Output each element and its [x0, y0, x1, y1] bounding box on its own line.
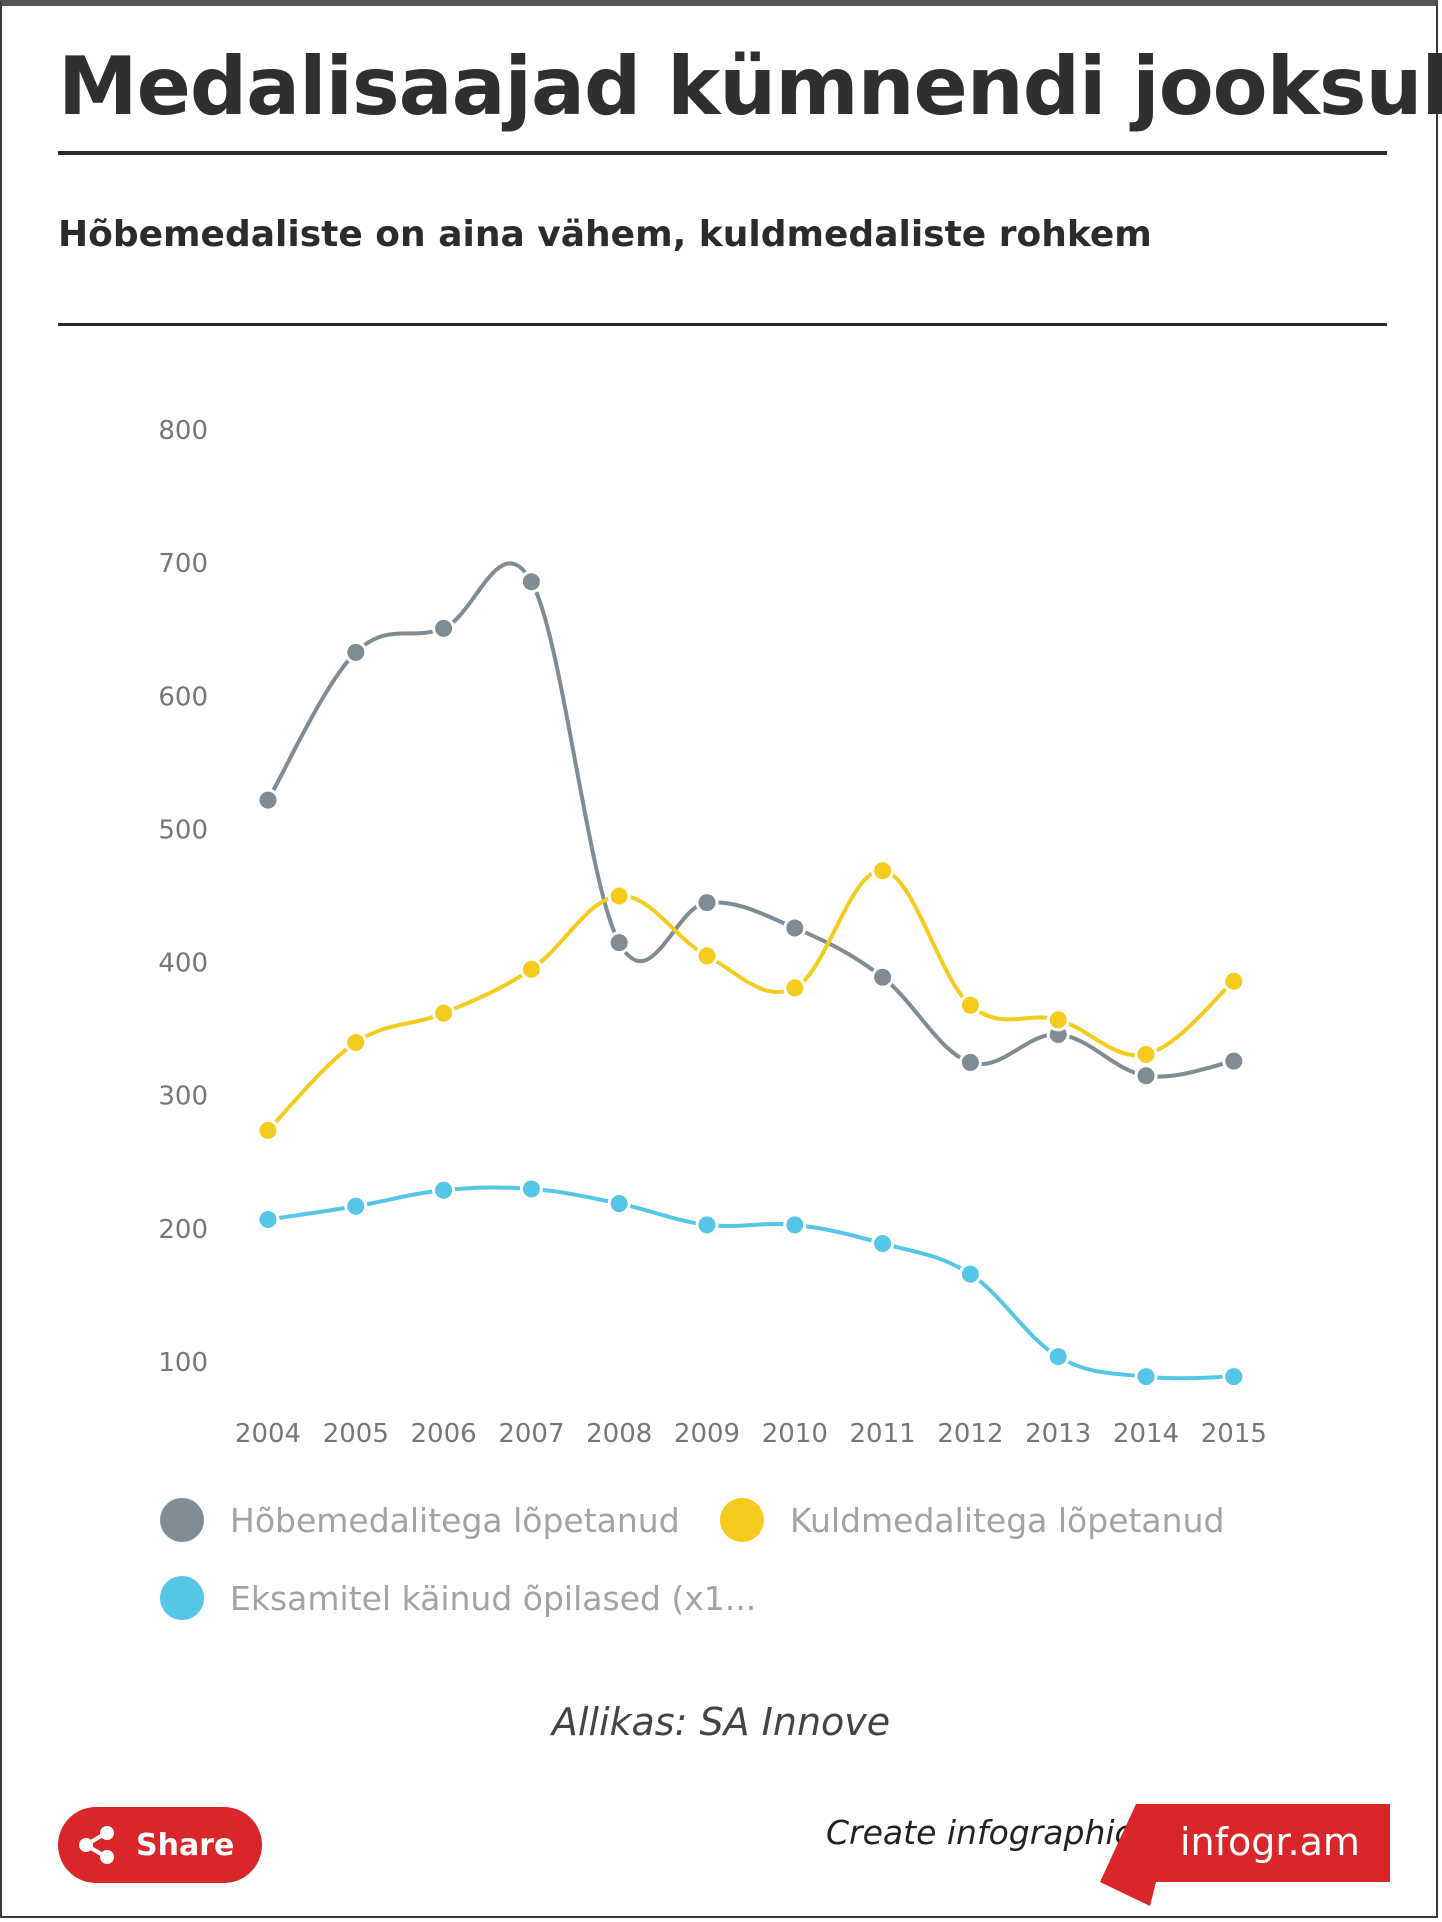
create-infographics-link[interactable]: Create infographics: [826, 1813, 1150, 1852]
data-point-gold[interactable]: [1134, 1042, 1158, 1066]
data-point-exam[interactable]: [958, 1262, 982, 1286]
chart-legend: Hõbemedalitega lõpetanud Kuldmedalitega …: [160, 1498, 1310, 1658]
share-button[interactable]: Share: [58, 1807, 262, 1883]
x-tick-label: 2014: [1113, 1419, 1179, 1449]
subtitle-divider: [58, 323, 1387, 326]
data-point-gold[interactable]: [344, 1030, 368, 1054]
x-axis: 2004 2005 2006 2007 2008 2009 2010 2011 2012 2013…: [235, 1419, 1267, 1449]
series-line-exam: [267, 1185, 1234, 1381]
data-point-exam[interactable]: [695, 1213, 719, 1237]
data-point-silver[interactable]: [1222, 1049, 1246, 1073]
source-note: Allikas: SA Innove: [551, 1700, 891, 1744]
x-tick-label: 2004: [235, 1419, 301, 1449]
data-point-gold[interactable]: [256, 1118, 280, 1142]
data-point-silver[interactable]: [1134, 1064, 1158, 1088]
x-tick-label: 2011: [850, 1419, 916, 1449]
legend-dot-gold: [720, 1498, 764, 1542]
y-tick-label: 600: [158, 682, 208, 712]
legend-item-exam[interactable]: Eksamitel käinud õpilased (x1...: [160, 1576, 756, 1620]
share-icon: [79, 1826, 114, 1864]
data-point-exam[interactable]: [519, 1177, 543, 1201]
data-point-gold[interactable]: [783, 976, 807, 1000]
y-tick-label: 800: [158, 416, 208, 446]
data-point-gold[interactable]: [958, 993, 982, 1017]
y-axis: 800 700 600 500 400 300 200 100: [158, 416, 208, 1378]
x-tick-label: 2006: [411, 1419, 477, 1449]
x-tick-label: 2007: [498, 1419, 564, 1449]
title-divider: [58, 151, 1387, 155]
data-point-silver[interactable]: [871, 965, 895, 989]
data-point-exam[interactable]: [607, 1192, 631, 1216]
y-tick-label: 200: [158, 1215, 208, 1245]
data-point-silver[interactable]: [256, 788, 280, 812]
chart-subtitle: Hõbemedaliste on aina vähem, kuldmedalis…: [58, 214, 1152, 255]
data-point-gold[interactable]: [871, 859, 895, 883]
data-point-silver[interactable]: [958, 1050, 982, 1074]
brand-label: infogr.am: [1180, 1820, 1360, 1864]
legend-label-exam: Eksamitel käinud õpilased (x1...: [230, 1578, 757, 1618]
legend-dot-silver: [160, 1498, 204, 1542]
data-point-gold[interactable]: [432, 1001, 456, 1025]
x-tick-label: 2015: [1201, 1419, 1267, 1449]
legend-label-silver: Hõbemedalitega lõpetanud: [230, 1500, 680, 1540]
brand-badge[interactable]: [1100, 1804, 1390, 1906]
legend-dot-exam: [160, 1576, 204, 1620]
share-label: Share: [136, 1827, 235, 1863]
data-point-silver[interactable]: [344, 640, 368, 664]
data-point-exam[interactable]: [1222, 1365, 1246, 1389]
data-point-exam[interactable]: [871, 1232, 895, 1256]
x-tick-label: 2013: [1025, 1419, 1091, 1449]
data-point-gold[interactable]: [1222, 969, 1246, 993]
data-point-silver[interactable]: [783, 916, 807, 940]
data-point-gold[interactable]: [519, 957, 543, 981]
y-tick-label: 100: [158, 1348, 208, 1378]
data-point-gold[interactable]: [607, 884, 631, 908]
y-tick-label: 300: [158, 1082, 208, 1112]
data-point-silver[interactable]: [607, 931, 631, 955]
series-line-silver: [266, 561, 1235, 1079]
x-tick-label: 2008: [586, 1419, 652, 1449]
data-point-exam[interactable]: [783, 1213, 807, 1237]
x-tick-label: 2010: [762, 1419, 828, 1449]
legend-label-gold: Kuldmedalitega lõpetanud: [790, 1500, 1225, 1540]
page-title: Medalisaajad kümnendi jooksul: [58, 40, 1442, 133]
data-point-exam[interactable]: [1134, 1365, 1158, 1389]
data-point-exam[interactable]: [256, 1208, 280, 1232]
x-tick-label: 2012: [937, 1419, 1003, 1449]
y-tick-label: 500: [158, 815, 208, 845]
data-point-silver[interactable]: [432, 616, 456, 640]
data-point-gold[interactable]: [1046, 1008, 1070, 1032]
x-tick-label: 2005: [323, 1419, 389, 1449]
y-tick-label: 700: [158, 549, 208, 579]
data-point-silver[interactable]: [695, 891, 719, 915]
data-point-exam[interactable]: [432, 1178, 456, 1202]
legend-item-silver[interactable]: Hõbemedalitega lõpetanud: [160, 1498, 680, 1542]
x-tick-label: 2009: [674, 1419, 740, 1449]
data-point-silver[interactable]: [519, 570, 543, 594]
series-group: [256, 561, 1246, 1389]
data-point-gold[interactable]: [695, 944, 719, 968]
y-tick-label: 400: [158, 949, 208, 979]
legend-item-gold[interactable]: Kuldmedalitega lõpetanud: [720, 1498, 1224, 1542]
data-point-exam[interactable]: [344, 1194, 368, 1218]
data-point-exam[interactable]: [1046, 1345, 1070, 1369]
